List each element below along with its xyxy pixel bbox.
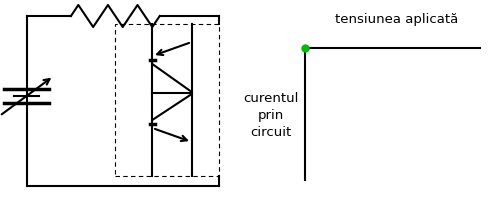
Text: tensiunea aplicată: tensiunea aplicată: [335, 14, 458, 26]
Bar: [115, 24, 219, 176]
Text: curentul
prin
circuit: curentul prin circuit: [243, 92, 298, 140]
